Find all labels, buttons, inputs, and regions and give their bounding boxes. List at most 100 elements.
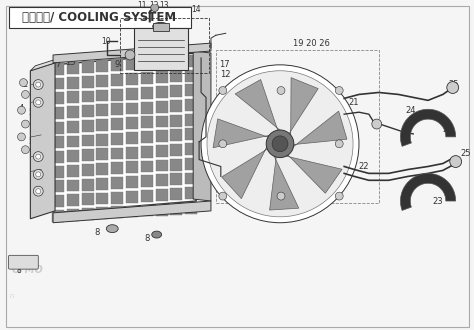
Bar: [97, 75, 109, 87]
Circle shape: [219, 192, 227, 200]
Bar: [97, 104, 109, 116]
Bar: [171, 115, 182, 126]
Bar: [185, 99, 197, 111]
Text: 24: 24: [405, 106, 416, 115]
Bar: [52, 122, 64, 134]
Bar: [155, 115, 167, 127]
Text: 23: 23: [433, 197, 443, 206]
Bar: [185, 202, 197, 214]
Polygon shape: [53, 43, 211, 63]
Text: 3: 3: [31, 88, 36, 97]
Bar: [185, 70, 197, 82]
Bar: [82, 105, 93, 117]
Bar: [171, 100, 182, 112]
Polygon shape: [288, 78, 318, 139]
Bar: [52, 107, 64, 119]
Bar: [97, 178, 109, 190]
Bar: [185, 128, 197, 140]
Bar: [52, 151, 64, 163]
Bar: [82, 179, 93, 191]
Bar: [82, 76, 93, 88]
Polygon shape: [235, 80, 283, 132]
Bar: [141, 205, 153, 216]
Circle shape: [272, 136, 288, 152]
Circle shape: [335, 140, 343, 148]
Bar: [67, 165, 79, 177]
Bar: [185, 143, 197, 155]
Text: 9: 9: [115, 60, 120, 69]
Bar: [185, 187, 197, 199]
Text: 7: 7: [55, 60, 61, 69]
Bar: [52, 166, 64, 178]
Circle shape: [219, 86, 227, 94]
Text: 2023-05-04: 2023-05-04: [242, 109, 377, 234]
Text: 18: 18: [225, 149, 236, 158]
Ellipse shape: [152, 231, 162, 238]
Circle shape: [36, 189, 41, 194]
Bar: [153, 23, 169, 31]
Bar: [141, 87, 153, 99]
Bar: [52, 195, 64, 207]
Polygon shape: [401, 173, 456, 211]
Text: 19 20 26: 19 20 26: [293, 108, 330, 117]
Bar: [126, 73, 138, 85]
FancyBboxPatch shape: [9, 255, 38, 269]
Bar: [171, 203, 182, 215]
Text: 17: 17: [219, 132, 230, 141]
Bar: [126, 161, 138, 173]
Bar: [185, 55, 197, 67]
Bar: [141, 160, 153, 172]
Circle shape: [33, 169, 43, 179]
Bar: [141, 131, 153, 143]
Bar: [141, 58, 153, 69]
Polygon shape: [193, 51, 211, 201]
Polygon shape: [291, 111, 347, 149]
Circle shape: [207, 71, 353, 217]
Bar: [67, 106, 79, 118]
Circle shape: [36, 82, 41, 87]
Bar: [120, 18, 209, 73]
Bar: [141, 116, 153, 128]
Bar: [126, 88, 138, 100]
Bar: [171, 188, 182, 200]
Bar: [67, 62, 79, 74]
Bar: [126, 147, 138, 158]
Text: 25: 25: [448, 80, 459, 89]
Circle shape: [151, 4, 159, 12]
Text: 21: 21: [349, 98, 359, 107]
Bar: [97, 119, 109, 131]
Bar: [97, 134, 109, 146]
Bar: [52, 78, 64, 89]
Bar: [111, 192, 123, 204]
Bar: [141, 146, 153, 158]
Bar: [67, 77, 79, 88]
Circle shape: [201, 65, 359, 223]
Text: 22: 22: [359, 162, 369, 171]
Bar: [126, 176, 138, 188]
Bar: [67, 180, 79, 191]
Circle shape: [21, 120, 29, 128]
Bar: [111, 177, 123, 189]
Bar: [111, 104, 123, 115]
Circle shape: [18, 133, 26, 141]
Text: 19 20 26: 19 20 26: [293, 175, 330, 184]
Circle shape: [36, 154, 41, 159]
Bar: [126, 103, 138, 115]
Bar: [155, 101, 167, 113]
Bar: [111, 148, 123, 159]
Circle shape: [18, 106, 26, 114]
Bar: [155, 71, 167, 83]
Polygon shape: [222, 144, 269, 199]
Text: 21: 21: [349, 149, 359, 158]
Bar: [155, 189, 167, 201]
Bar: [155, 57, 167, 69]
Text: 17: 17: [265, 187, 275, 196]
Bar: [126, 132, 138, 144]
Circle shape: [21, 90, 29, 98]
Bar: [111, 59, 123, 71]
Bar: [155, 204, 167, 215]
Text: ה: ה: [9, 291, 14, 300]
Bar: [111, 133, 123, 145]
Bar: [82, 164, 93, 176]
Bar: [141, 102, 153, 114]
